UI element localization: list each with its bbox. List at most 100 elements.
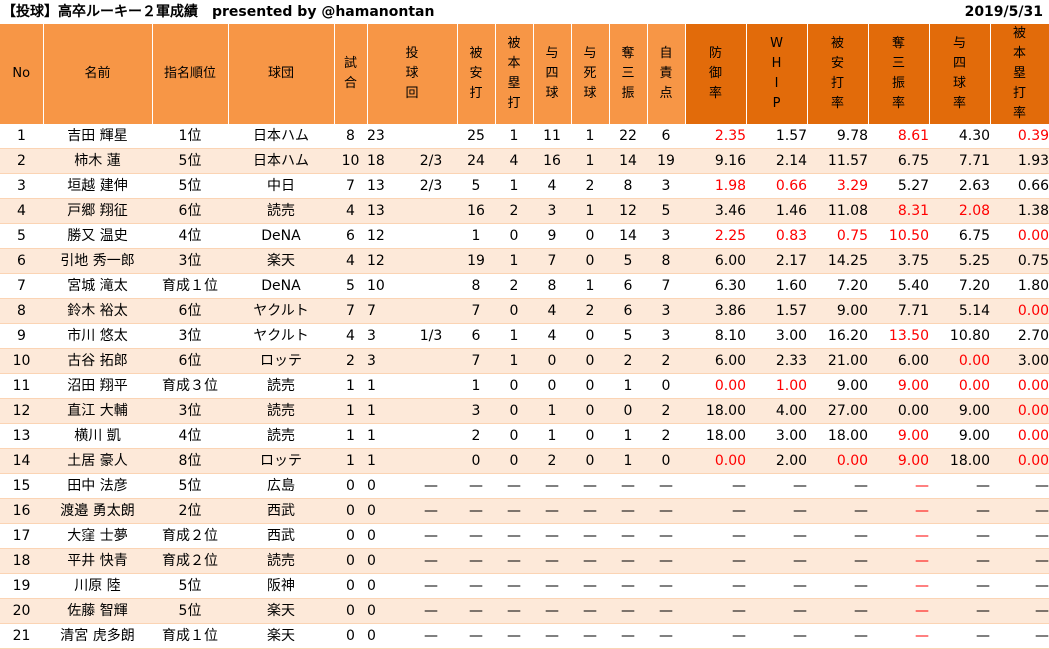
- cell-h9[interactable]: —: [807, 623, 869, 649]
- cell-home-runs[interactable]: 2: [495, 198, 534, 224]
- cell-draft[interactable]: 3位: [152, 248, 228, 274]
- cell-bb9[interactable]: 7.20: [929, 273, 991, 299]
- cell-k9[interactable]: 8.61: [868, 124, 930, 149]
- cell-earned-runs[interactable]: —: [647, 598, 686, 624]
- cell-walks[interactable]: 4: [533, 173, 572, 199]
- cell-bb9[interactable]: 7.71: [929, 148, 991, 174]
- cell-no[interactable]: 11: [0, 373, 43, 399]
- cell-innings-fraction[interactable]: [405, 373, 458, 399]
- cell-bb9[interactable]: 18.00: [929, 448, 991, 474]
- col-header-earned-runs[interactable]: 自責点: [647, 24, 686, 124]
- cell-innings-fraction[interactable]: [405, 273, 458, 299]
- cell-innings[interactable]: 0: [367, 473, 405, 499]
- cell-era[interactable]: 9.16: [685, 148, 747, 174]
- cell-era[interactable]: —: [685, 473, 747, 499]
- cell-games[interactable]: 0: [334, 573, 367, 599]
- cell-hr9[interactable]: —: [990, 548, 1049, 574]
- cell-innings[interactable]: 13: [367, 173, 405, 199]
- cell-h9[interactable]: 9.00: [807, 298, 869, 324]
- cell-games[interactable]: 6: [334, 223, 367, 249]
- cell-home-runs[interactable]: 1: [495, 124, 534, 149]
- cell-no[interactable]: 20: [0, 598, 43, 624]
- cell-bb9[interactable]: 5.14: [929, 298, 991, 324]
- cell-home-runs[interactable]: 1: [495, 348, 534, 374]
- cell-k9[interactable]: 6.00: [868, 348, 930, 374]
- cell-innings[interactable]: 1: [367, 448, 405, 474]
- cell-name[interactable]: 吉田 輝星: [43, 124, 152, 149]
- cell-name[interactable]: 横川 凱: [43, 423, 152, 449]
- cell-games[interactable]: 8: [334, 124, 367, 149]
- cell-name[interactable]: 鈴木 裕太: [43, 298, 152, 324]
- cell-bb9[interactable]: —: [929, 473, 991, 499]
- cell-no[interactable]: 17: [0, 523, 43, 549]
- cell-innings[interactable]: 0: [367, 623, 405, 649]
- cell-k9[interactable]: 3.75: [868, 248, 930, 274]
- cell-team[interactable]: 読売: [228, 198, 334, 224]
- cell-innings[interactable]: 23: [367, 124, 405, 149]
- cell-era[interactable]: 18.00: [685, 398, 747, 424]
- cell-era[interactable]: 2.25: [685, 223, 747, 249]
- cell-walks[interactable]: 0: [533, 348, 572, 374]
- cell-name[interactable]: 田中 法彦: [43, 473, 152, 499]
- cell-draft[interactable]: 5位: [152, 598, 228, 624]
- cell-no[interactable]: 4: [0, 198, 43, 224]
- cell-strikeouts[interactable]: 14: [609, 223, 648, 249]
- cell-innings-fraction[interactable]: —: [405, 598, 458, 624]
- cell-earned-runs[interactable]: 7: [647, 273, 686, 299]
- col-header-name[interactable]: 名前: [43, 24, 153, 124]
- cell-innings-fraction[interactable]: —: [405, 523, 458, 549]
- cell-hr9[interactable]: 0.00: [990, 423, 1049, 449]
- col-header-hit-by-pitch[interactable]: 与死球: [571, 24, 610, 124]
- cell-team[interactable]: 楽天: [228, 623, 334, 649]
- cell-team[interactable]: 阪神: [228, 573, 334, 599]
- cell-h9[interactable]: 18.00: [807, 423, 869, 449]
- cell-walks[interactable]: 2: [533, 448, 572, 474]
- cell-team[interactable]: 読売: [228, 423, 334, 449]
- cell-innings[interactable]: 0: [367, 573, 405, 599]
- cell-earned-runs[interactable]: 8: [647, 248, 686, 274]
- cell-draft[interactable]: 8位: [152, 448, 228, 474]
- col-header-bb9[interactable]: 与四球率: [929, 24, 991, 124]
- col-header-hits[interactable]: 被安打: [457, 24, 496, 124]
- cell-hit-by-pitch[interactable]: —: [571, 573, 610, 599]
- cell-games[interactable]: 0: [334, 548, 367, 574]
- cell-era[interactable]: 1.98: [685, 173, 747, 199]
- cell-games[interactable]: 1: [334, 373, 367, 399]
- cell-hit-by-pitch[interactable]: 0: [571, 423, 610, 449]
- cell-hr9[interactable]: 1.93: [990, 148, 1049, 174]
- cell-whip[interactable]: —: [746, 473, 808, 499]
- cell-k9[interactable]: 5.40: [868, 273, 930, 299]
- cell-team[interactable]: 読売: [228, 398, 334, 424]
- cell-earned-runs[interactable]: —: [647, 548, 686, 574]
- cell-no[interactable]: 18: [0, 548, 43, 574]
- cell-home-runs[interactable]: —: [495, 523, 534, 549]
- cell-team[interactable]: 日本ハム: [228, 124, 334, 149]
- cell-name[interactable]: 古谷 拓郎: [43, 348, 152, 374]
- cell-innings-fraction[interactable]: [405, 124, 458, 149]
- cell-era[interactable]: 6.30: [685, 273, 747, 299]
- cell-earned-runs[interactable]: 2: [647, 348, 686, 374]
- cell-games[interactable]: 1: [334, 423, 367, 449]
- cell-innings[interactable]: 3: [367, 348, 405, 374]
- cell-no[interactable]: 16: [0, 498, 43, 524]
- cell-earned-runs[interactable]: —: [647, 623, 686, 649]
- cell-team[interactable]: ロッテ: [228, 448, 334, 474]
- cell-hit-by-pitch[interactable]: 0: [571, 323, 610, 349]
- cell-games[interactable]: 7: [334, 173, 367, 199]
- cell-hits[interactable]: 8: [457, 273, 496, 299]
- cell-hr9[interactable]: 1.38: [990, 198, 1049, 224]
- cell-era[interactable]: —: [685, 548, 747, 574]
- cell-name[interactable]: 大窪 士夢: [43, 523, 152, 549]
- cell-hr9[interactable]: —: [990, 623, 1049, 649]
- cell-name[interactable]: 引地 秀一郎: [43, 248, 152, 274]
- cell-hr9[interactable]: —: [990, 573, 1049, 599]
- cell-earned-runs[interactable]: 5: [647, 198, 686, 224]
- cell-home-runs[interactable]: 4: [495, 148, 534, 174]
- cell-hits[interactable]: —: [457, 473, 496, 499]
- cell-no[interactable]: 6: [0, 248, 43, 274]
- cell-strikeouts[interactable]: —: [609, 548, 648, 574]
- cell-h9[interactable]: 7.20: [807, 273, 869, 299]
- col-header-innings[interactable]: 投球回: [367, 24, 458, 124]
- cell-home-runs[interactable]: 0: [495, 223, 534, 249]
- cell-team[interactable]: 広島: [228, 473, 334, 499]
